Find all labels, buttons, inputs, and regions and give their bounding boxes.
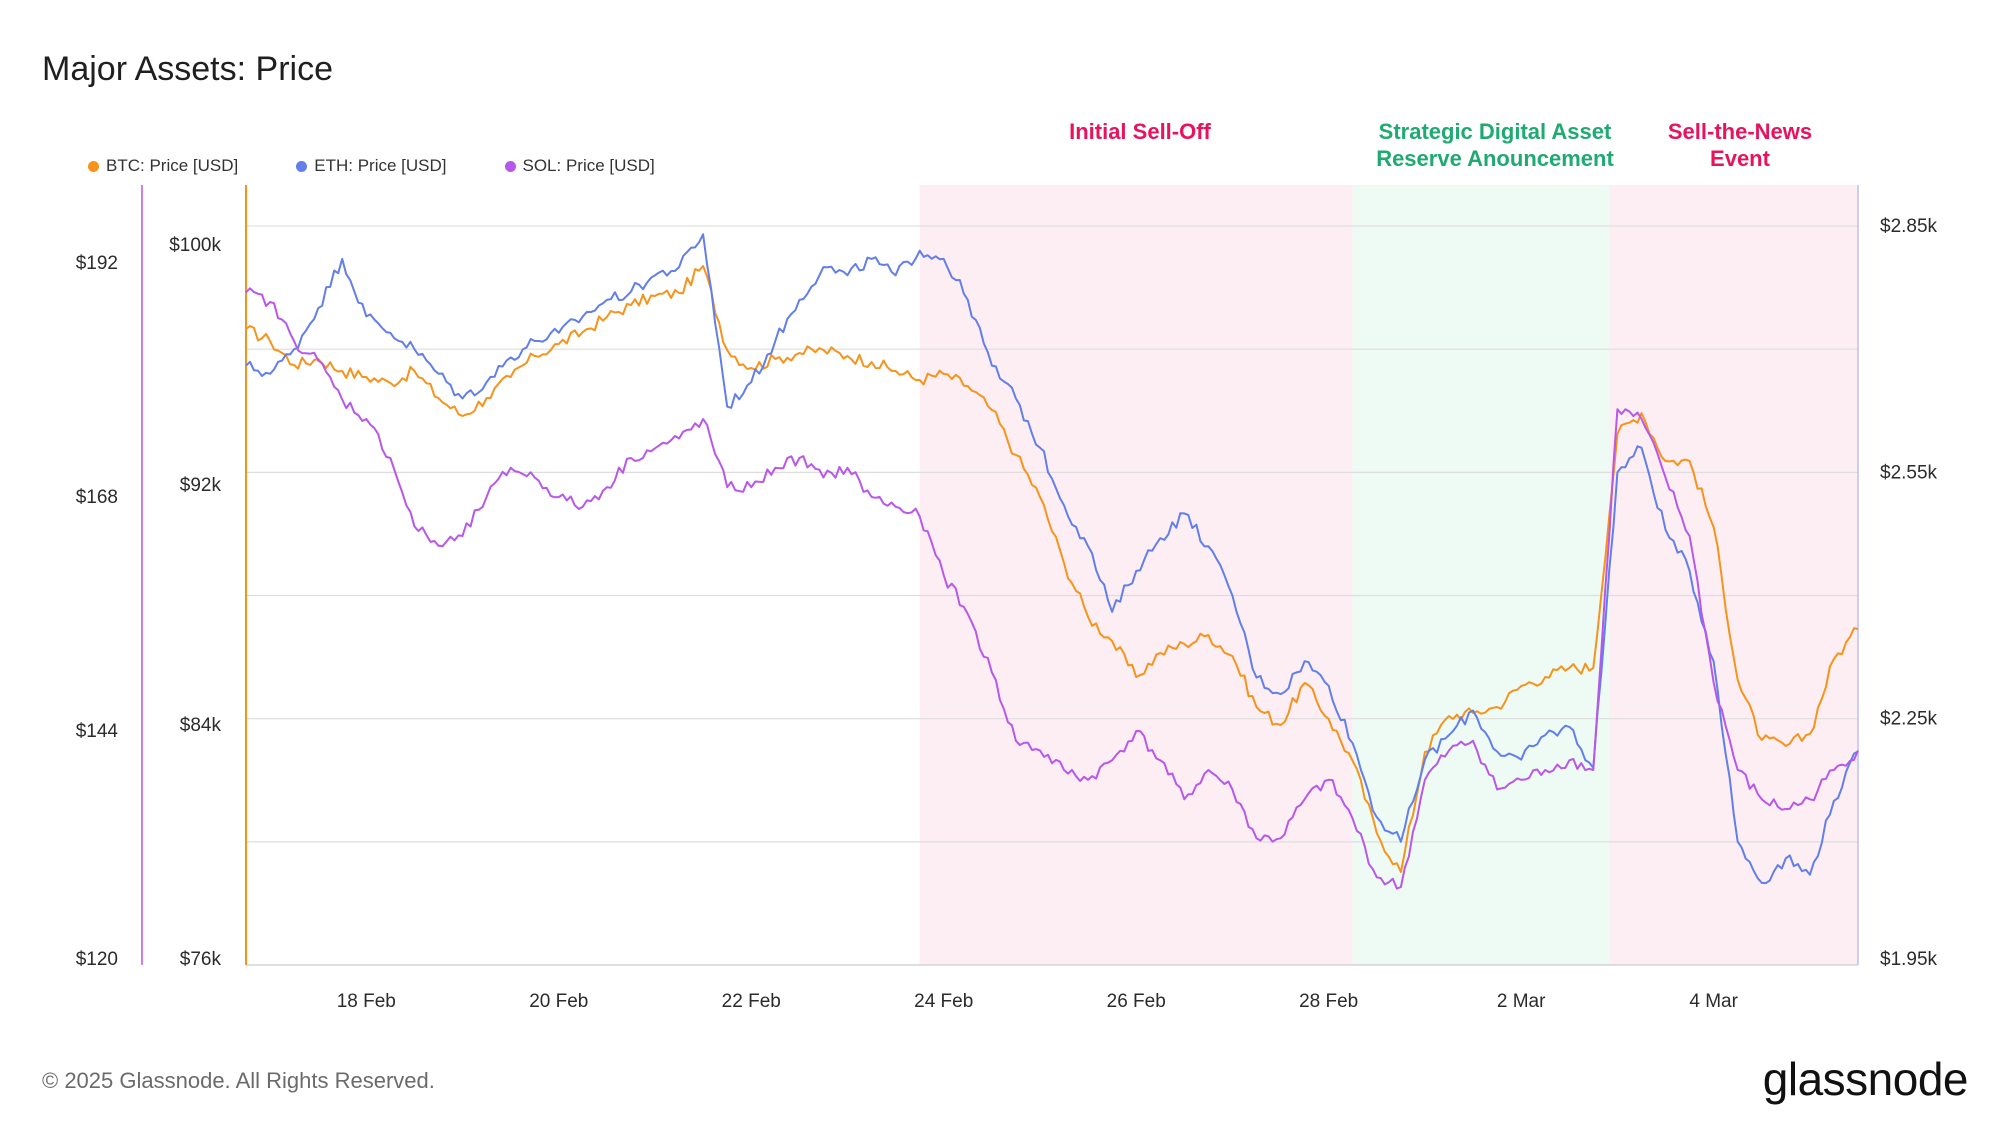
x-tick-label: 22 Feb: [722, 991, 781, 1012]
x-tick-label: 26 Feb: [1107, 991, 1166, 1012]
x-tick-label: 28 Feb: [1299, 991, 1358, 1012]
legend-label-btc: BTC: Price [USD]: [106, 156, 239, 175]
region-label-line: Sell-the-News: [1667, 119, 1813, 144]
sol-tick-label: $192: [76, 253, 118, 274]
sol-tick-label: $168: [76, 487, 118, 508]
chart-title: Major Assets: Price: [42, 50, 333, 88]
btc-tick-label: $84k: [180, 715, 222, 736]
btc-tick-label: $76k: [180, 949, 222, 970]
region-label-line: Reserve Anouncement: [1376, 146, 1614, 171]
glassnode-logo: glassnode: [1762, 1053, 1969, 1105]
series-line-eth: [245, 233, 1859, 885]
legend-label-sol: SOL: Price [USD]: [522, 156, 655, 175]
eth-tick-label: $2.55k: [1880, 462, 1938, 483]
legend-label-eth: ETH: Price [USD]: [314, 156, 447, 175]
region-band-2: [1609, 185, 1858, 965]
chart-legend: BTC: Price [USD] ETH: Price [USD] SOL: P…: [88, 156, 655, 176]
x-tick-label: 24 Feb: [914, 991, 973, 1012]
legend-item-btc[interactable]: BTC: Price [USD]: [88, 156, 238, 176]
legend-item-eth[interactable]: ETH: Price [USD]: [296, 156, 447, 176]
legend-dot-eth: [296, 160, 308, 172]
series-line-sol: [245, 287, 1859, 890]
btc-tick-label: $92k: [180, 475, 222, 496]
eth-tick-label: $1.95k: [1880, 949, 1938, 970]
series-line-btc: [245, 265, 1859, 873]
region-label-line: Strategic Digital Asset: [1378, 119, 1612, 144]
x-tick-label: 20 Feb: [529, 991, 588, 1012]
region-label-strategic-reserve: Strategic Digital Asset Reserve Anouncem…: [1355, 118, 1635, 172]
x-tick-label: 2 Mar: [1497, 991, 1546, 1012]
eth-tick-label: $2.25k: [1880, 709, 1938, 730]
legend-dot-btc: [88, 160, 99, 172]
region-band-0: [919, 185, 1353, 965]
sol-tick-label: $144: [76, 721, 119, 742]
eth-tick-label: $2.85k: [1880, 216, 1938, 237]
region-label-line: Event: [1710, 146, 1770, 171]
x-tick-label: 18 Feb: [337, 991, 396, 1012]
x-tick-label: 4 Mar: [1689, 991, 1738, 1012]
sol-tick-label: $120: [76, 949, 118, 970]
legend-item-sol[interactable]: SOL: Price [USD]: [504, 156, 655, 176]
region-band-1: [1352, 185, 1610, 965]
copyright-footer: © 2025 Glassnode. All Rights Reserved.: [42, 1068, 435, 1093]
btc-tick-label: $100k: [169, 235, 221, 256]
region-label-line: Initial Sell-Off: [1069, 119, 1211, 144]
region-label-sell-the-news: Sell-the-News Event: [1640, 118, 1840, 172]
region-label-initial-sell-off: Initial Sell-Off: [1040, 118, 1240, 145]
legend-dot-sol: [504, 160, 516, 172]
